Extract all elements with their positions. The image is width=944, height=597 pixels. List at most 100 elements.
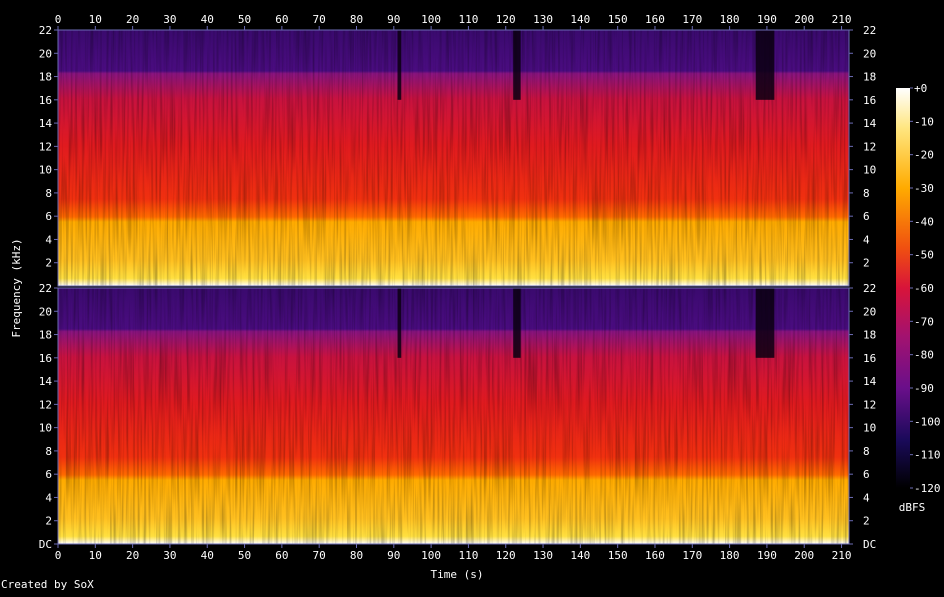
x-tick-label-bottom: 180 <box>720 549 740 562</box>
y-tick-label-left: 4 <box>45 233 52 246</box>
x-tick-label-bottom: 110 <box>458 549 478 562</box>
x-tick-label-bottom: 10 <box>89 549 102 562</box>
colorbar-label: dBFS <box>899 501 926 514</box>
x-tick-label-top: 50 <box>238 13 251 26</box>
x-tick-label-top: 30 <box>163 13 176 26</box>
y-tick-label-left: 14 <box>39 375 53 388</box>
y-tick-label-right: 6 <box>863 210 870 223</box>
colorbar-tick-label: -60 <box>914 282 934 295</box>
x-tick-label-top: 160 <box>645 13 665 26</box>
x-tick-label-top: 180 <box>720 13 740 26</box>
y-tick-label-left: DC <box>39 538 52 551</box>
y-axis-label: Frequency (kHz) <box>10 238 23 337</box>
y-tick-label-right: 6 <box>863 468 870 481</box>
y-tick-label-left: 8 <box>45 187 52 200</box>
channel-1-spectrogram <box>57 29 850 287</box>
x-tick-label-bottom: 100 <box>421 549 441 562</box>
y-tick-label-left: 4 <box>45 491 52 504</box>
credit-text: Created by SoX <box>1 578 94 591</box>
y-tick-label-right: 2 <box>863 515 870 528</box>
y-tick-label-right: 12 <box>863 140 876 153</box>
y-tick-label-right: 16 <box>863 94 876 107</box>
y-tick-label-right: 20 <box>863 305 876 318</box>
y-tick-label-left: 6 <box>45 468 52 481</box>
y-tick-label-right: 20 <box>863 47 876 60</box>
channel-panels <box>57 29 850 545</box>
x-tick-label-bottom: 90 <box>387 549 400 562</box>
panel-frame <box>57 287 850 545</box>
colorbar-tick-label: -50 <box>914 249 934 262</box>
y-tick-label-right: 12 <box>863 398 876 411</box>
time-axis: 0 0 10 10 20 20 30 30 40 40 50 50 60 60 70 70 80 80 90 90 10… <box>55 13 852 562</box>
x-tick-label-top: 100 <box>421 13 441 26</box>
x-tick-label-top: 120 <box>496 13 516 26</box>
x-tick-label-top: 150 <box>608 13 628 26</box>
y-tick-label-left: 18 <box>39 329 52 342</box>
x-tick-label-top: 140 <box>570 13 590 26</box>
x-tick-label-bottom: 40 <box>201 549 214 562</box>
y-tick-label-left: 22 <box>39 24 52 37</box>
channel-2-spectrogram <box>57 287 850 545</box>
colorbar-tick-label: -80 <box>914 349 934 362</box>
y-tick-label-right: 22 <box>863 282 876 295</box>
colorbar-tick-label: -90 <box>914 382 934 395</box>
y-tick-label-left: 22 <box>39 282 52 295</box>
y-tick-label-left: 20 <box>39 47 52 60</box>
x-tick-label-top: 20 <box>126 13 139 26</box>
x-tick-label-bottom: 200 <box>794 549 814 562</box>
x-tick-label-bottom: 130 <box>533 549 553 562</box>
y-tick-label-left: 20 <box>39 305 52 318</box>
x-tick-label-bottom: 160 <box>645 549 665 562</box>
y-tick-label-right: 10 <box>863 422 876 435</box>
colorbar-tick-label: -120 <box>914 482 941 495</box>
x-tick-label-top: 60 <box>275 13 288 26</box>
y-tick-label-right: DC <box>863 538 876 551</box>
quiet-segment <box>755 288 775 358</box>
spectrum-texture <box>58 288 849 544</box>
y-tick-label-left: 10 <box>39 164 52 177</box>
x-tick-label-bottom: 60 <box>275 549 288 562</box>
y-tick-label-left: 12 <box>39 140 52 153</box>
y-tick-label-left: 12 <box>39 398 52 411</box>
colorbar-tick-label: -110 <box>914 449 941 462</box>
y-tick-label-right: 14 <box>863 117 877 130</box>
y-tick-label-right: 2 <box>863 257 870 270</box>
quiet-segment <box>755 30 775 100</box>
colorbar-tick-label: -30 <box>914 182 934 195</box>
y-tick-label-left: 2 <box>45 515 52 528</box>
x-tick-label-top: 40 <box>201 13 214 26</box>
x-tick-label-top: 70 <box>313 13 326 26</box>
y-tick-label-right: 10 <box>863 164 876 177</box>
y-tick-label-left: 8 <box>45 445 52 458</box>
spectrum-texture <box>58 30 849 286</box>
panel-frame <box>57 29 850 287</box>
quiet-segment <box>397 288 402 358</box>
y-tick-label-right: 8 <box>863 187 870 200</box>
y-tick-label-right: 18 <box>863 71 876 84</box>
x-tick-label-bottom: 0 <box>55 549 62 562</box>
dbfs-colorbar: +0 -10 -20 -30 -40 -50 -60 -70 -80 -90 -100 -110 -12… <box>896 82 941 495</box>
y-tick-label-right: 18 <box>863 329 876 342</box>
x-tick-label-top: 170 <box>682 13 702 26</box>
y-tick-label-right: 4 <box>863 491 870 504</box>
colorbar-tick-label: -40 <box>914 215 934 228</box>
y-tick-label-right: 8 <box>863 445 870 458</box>
x-tick-label-top: 200 <box>794 13 814 26</box>
x-axis-label: Time (s) <box>431 568 484 581</box>
y-tick-label-left: 16 <box>39 94 52 107</box>
x-tick-label-bottom: 120 <box>496 549 516 562</box>
x-tick-label-top: 0 <box>55 13 62 26</box>
colorbar-tick-label: -100 <box>914 415 941 428</box>
y-tick-label-left: 6 <box>45 210 52 223</box>
colorbar-tick-label: -70 <box>914 315 934 328</box>
y-tick-label-right: 14 <box>863 375 877 388</box>
y-tick-label-left: 16 <box>39 352 52 365</box>
x-tick-label-bottom: 210 <box>832 549 852 562</box>
x-tick-label-bottom: 140 <box>570 549 590 562</box>
quiet-segment <box>513 288 521 358</box>
x-tick-label-top: 110 <box>458 13 478 26</box>
colorbar-tick-label: +0 <box>914 82 927 95</box>
